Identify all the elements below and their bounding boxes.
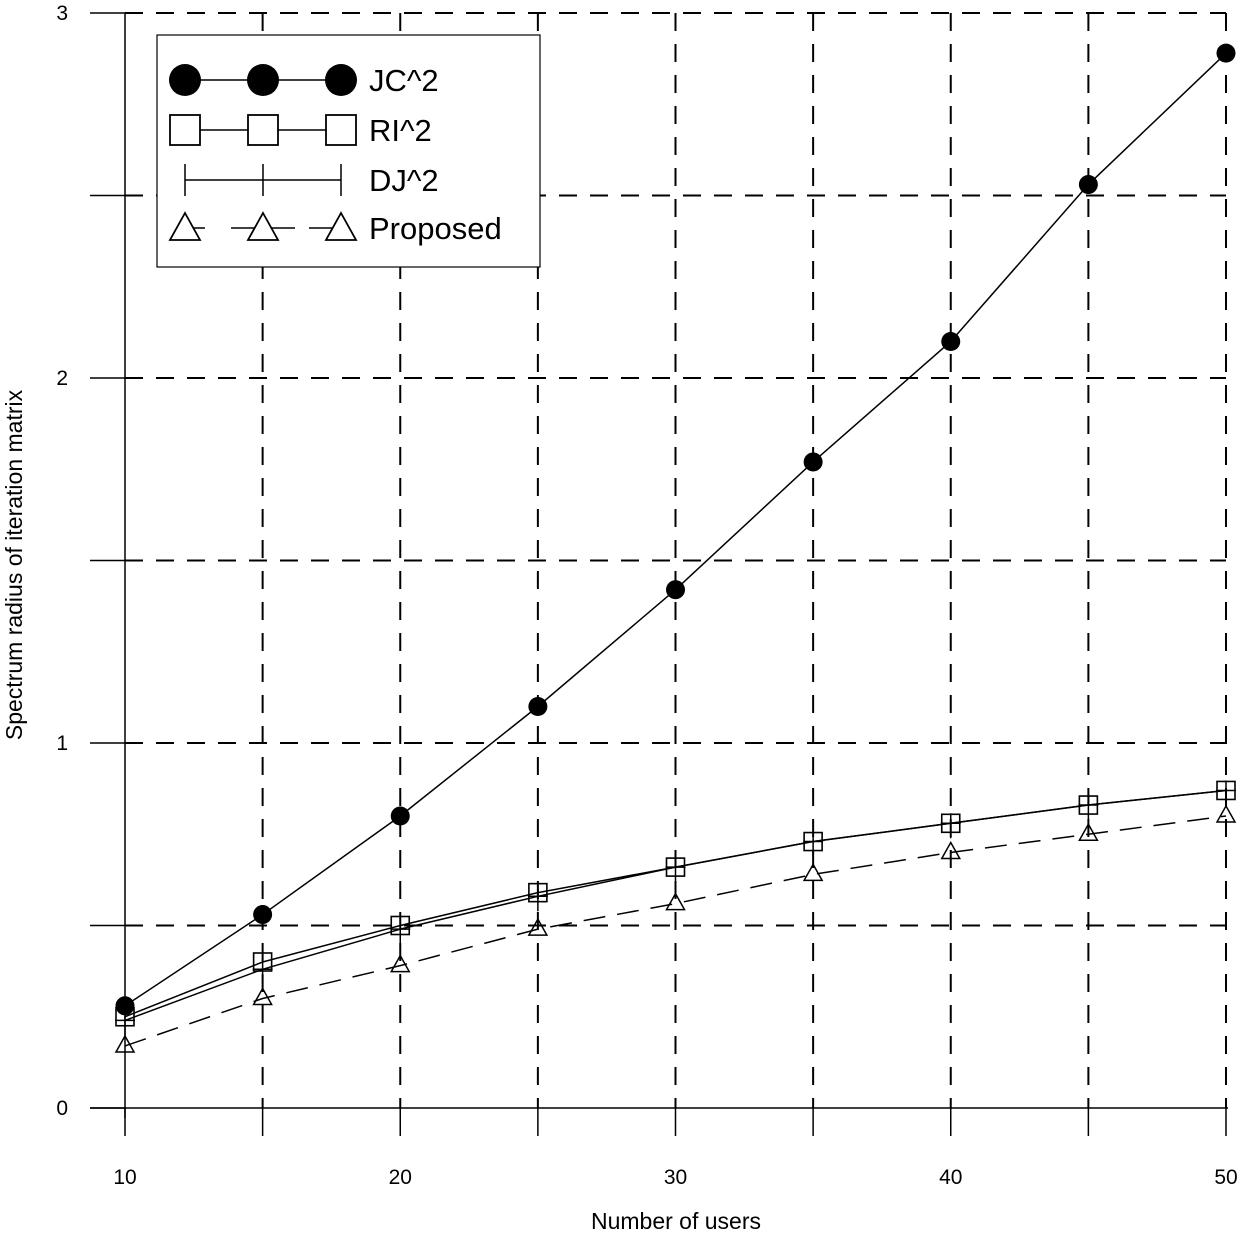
legend-marker-circle [169, 64, 201, 96]
data-point-plus [115, 1010, 135, 1036]
y-tick-label: 2 [56, 367, 68, 390]
series-group [114, 43, 1237, 1053]
legend-marker-triangle [246, 211, 280, 241]
legend: JC^2 RI^2 DJ^2 Proposed [156, 34, 541, 268]
legend-marker-square [325, 114, 357, 146]
legend-marker-circle [247, 64, 279, 96]
data-point-plus [527, 886, 548, 912]
axis-labels: Number of users Spectrum radius of itera… [1, 389, 761, 1234]
legend-entry: Proposed [168, 211, 502, 246]
legend-marker-triangle [324, 211, 358, 241]
legend-entry: DJ^2 [184, 163, 439, 198]
data-point-circle [528, 697, 548, 716]
data-point-triangle [1078, 822, 1099, 841]
data-point-circle [803, 452, 823, 472]
legend-label: JC^2 [369, 63, 439, 98]
data-point-plus [665, 857, 686, 883]
data-point-triangle [114, 1034, 136, 1053]
data-point-plus [1078, 795, 1099, 821]
series-proposed [114, 804, 1237, 1053]
legend-marker-square [169, 114, 201, 146]
legend-marker-triangle [168, 211, 202, 241]
data-point-triangle [389, 954, 411, 973]
x-tick-label: 50 [1214, 1166, 1237, 1189]
series-jc2 [115, 43, 1236, 1016]
legend-marker-circle [325, 64, 357, 96]
data-point-plus [252, 959, 273, 985]
data-point-triangle [665, 892, 686, 911]
data-point-triangle [802, 862, 824, 882]
legend-entry: RI^2 [169, 113, 432, 148]
axes: 0 1 2 3 10 20 30 40 50 [56, 2, 1237, 1189]
x-tick-label: 30 [664, 1166, 687, 1189]
data-point-circle [1216, 43, 1236, 63]
legend-label: DJ^2 [369, 163, 439, 198]
data-point-plus [1216, 780, 1236, 806]
data-point-circle [253, 905, 273, 925]
data-point-plus [390, 919, 411, 945]
y-axis-title: Spectrum radius of iteration matrix [1, 389, 27, 740]
legend-marker-square [247, 114, 279, 146]
data-point-circle [941, 332, 961, 351]
legend-label: RI^2 [369, 113, 432, 148]
y-tick-label: 3 [56, 2, 68, 25]
data-point-circle [1078, 175, 1098, 195]
data-point-plus [803, 831, 824, 857]
data-point-triangle [527, 917, 549, 936]
data-point-triangle [252, 986, 273, 1006]
data-point-circle [390, 806, 410, 826]
data-point-circle [115, 996, 135, 1016]
x-axis-title: Number of users [591, 1208, 761, 1234]
data-point-plus [940, 813, 961, 839]
legend-label: Proposed [369, 211, 502, 246]
y-tick-label: 1 [56, 732, 68, 755]
x-tick-label: 10 [113, 1166, 136, 1189]
data-point-triangle [940, 840, 962, 860]
legend-entry: JC^2 [169, 63, 439, 98]
x-tick-label: 40 [939, 1166, 962, 1189]
data-point-triangle [1215, 804, 1237, 823]
x-tick-label: 20 [389, 1166, 412, 1189]
y-tick-label: 0 [56, 1097, 68, 1120]
data-point-circle [666, 580, 685, 600]
series-dj2 [115, 780, 1236, 1036]
